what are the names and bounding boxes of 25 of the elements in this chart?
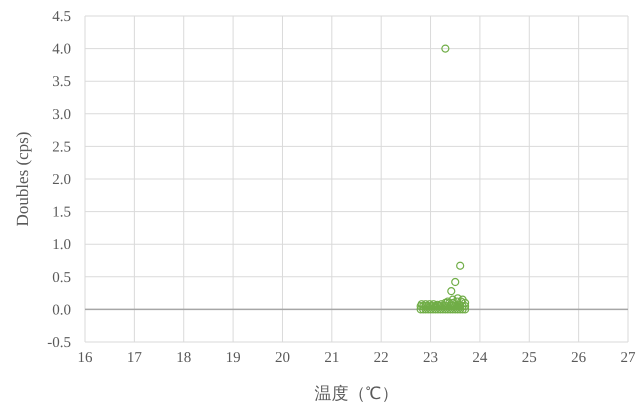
y-tick-label: 4.0 bbox=[52, 42, 71, 58]
y-tick-label: 3.0 bbox=[52, 106, 71, 123]
y-tick-label: 0.0 bbox=[52, 302, 71, 318]
y-axis-title: Doubles (cps) bbox=[13, 132, 32, 226]
y-tick-label: 0.5 bbox=[52, 270, 71, 286]
x-tick-label: 24 bbox=[472, 350, 488, 366]
y-tick-label: 4.5 bbox=[52, 9, 71, 25]
x-tick-label: 25 bbox=[522, 350, 537, 366]
x-tick-label: 18 bbox=[176, 350, 192, 366]
x-tick-label: 20 bbox=[274, 350, 290, 366]
y-tick-label: 2.5 bbox=[52, 139, 71, 156]
x-tick-label: 26 bbox=[571, 350, 587, 366]
x-tick-label: 23 bbox=[423, 350, 438, 366]
x-tick-label: 21 bbox=[324, 350, 340, 366]
x-tick-label: 16 bbox=[78, 350, 93, 366]
y-tick-label: 2.0 bbox=[52, 172, 71, 188]
y-tick-label: -0.5 bbox=[47, 335, 71, 351]
x-tick-label: 22 bbox=[374, 350, 389, 366]
x-tick-label: 19 bbox=[226, 350, 241, 366]
x-axis-title: 温度（℃） bbox=[314, 384, 398, 403]
x-tick-label: 27 bbox=[620, 350, 636, 366]
x-tick-label: 17 bbox=[126, 350, 142, 366]
y-tick-label: 3.5 bbox=[52, 74, 71, 90]
y-tick-label: 1.0 bbox=[52, 237, 71, 254]
y-tick-label: 1.5 bbox=[52, 204, 71, 221]
